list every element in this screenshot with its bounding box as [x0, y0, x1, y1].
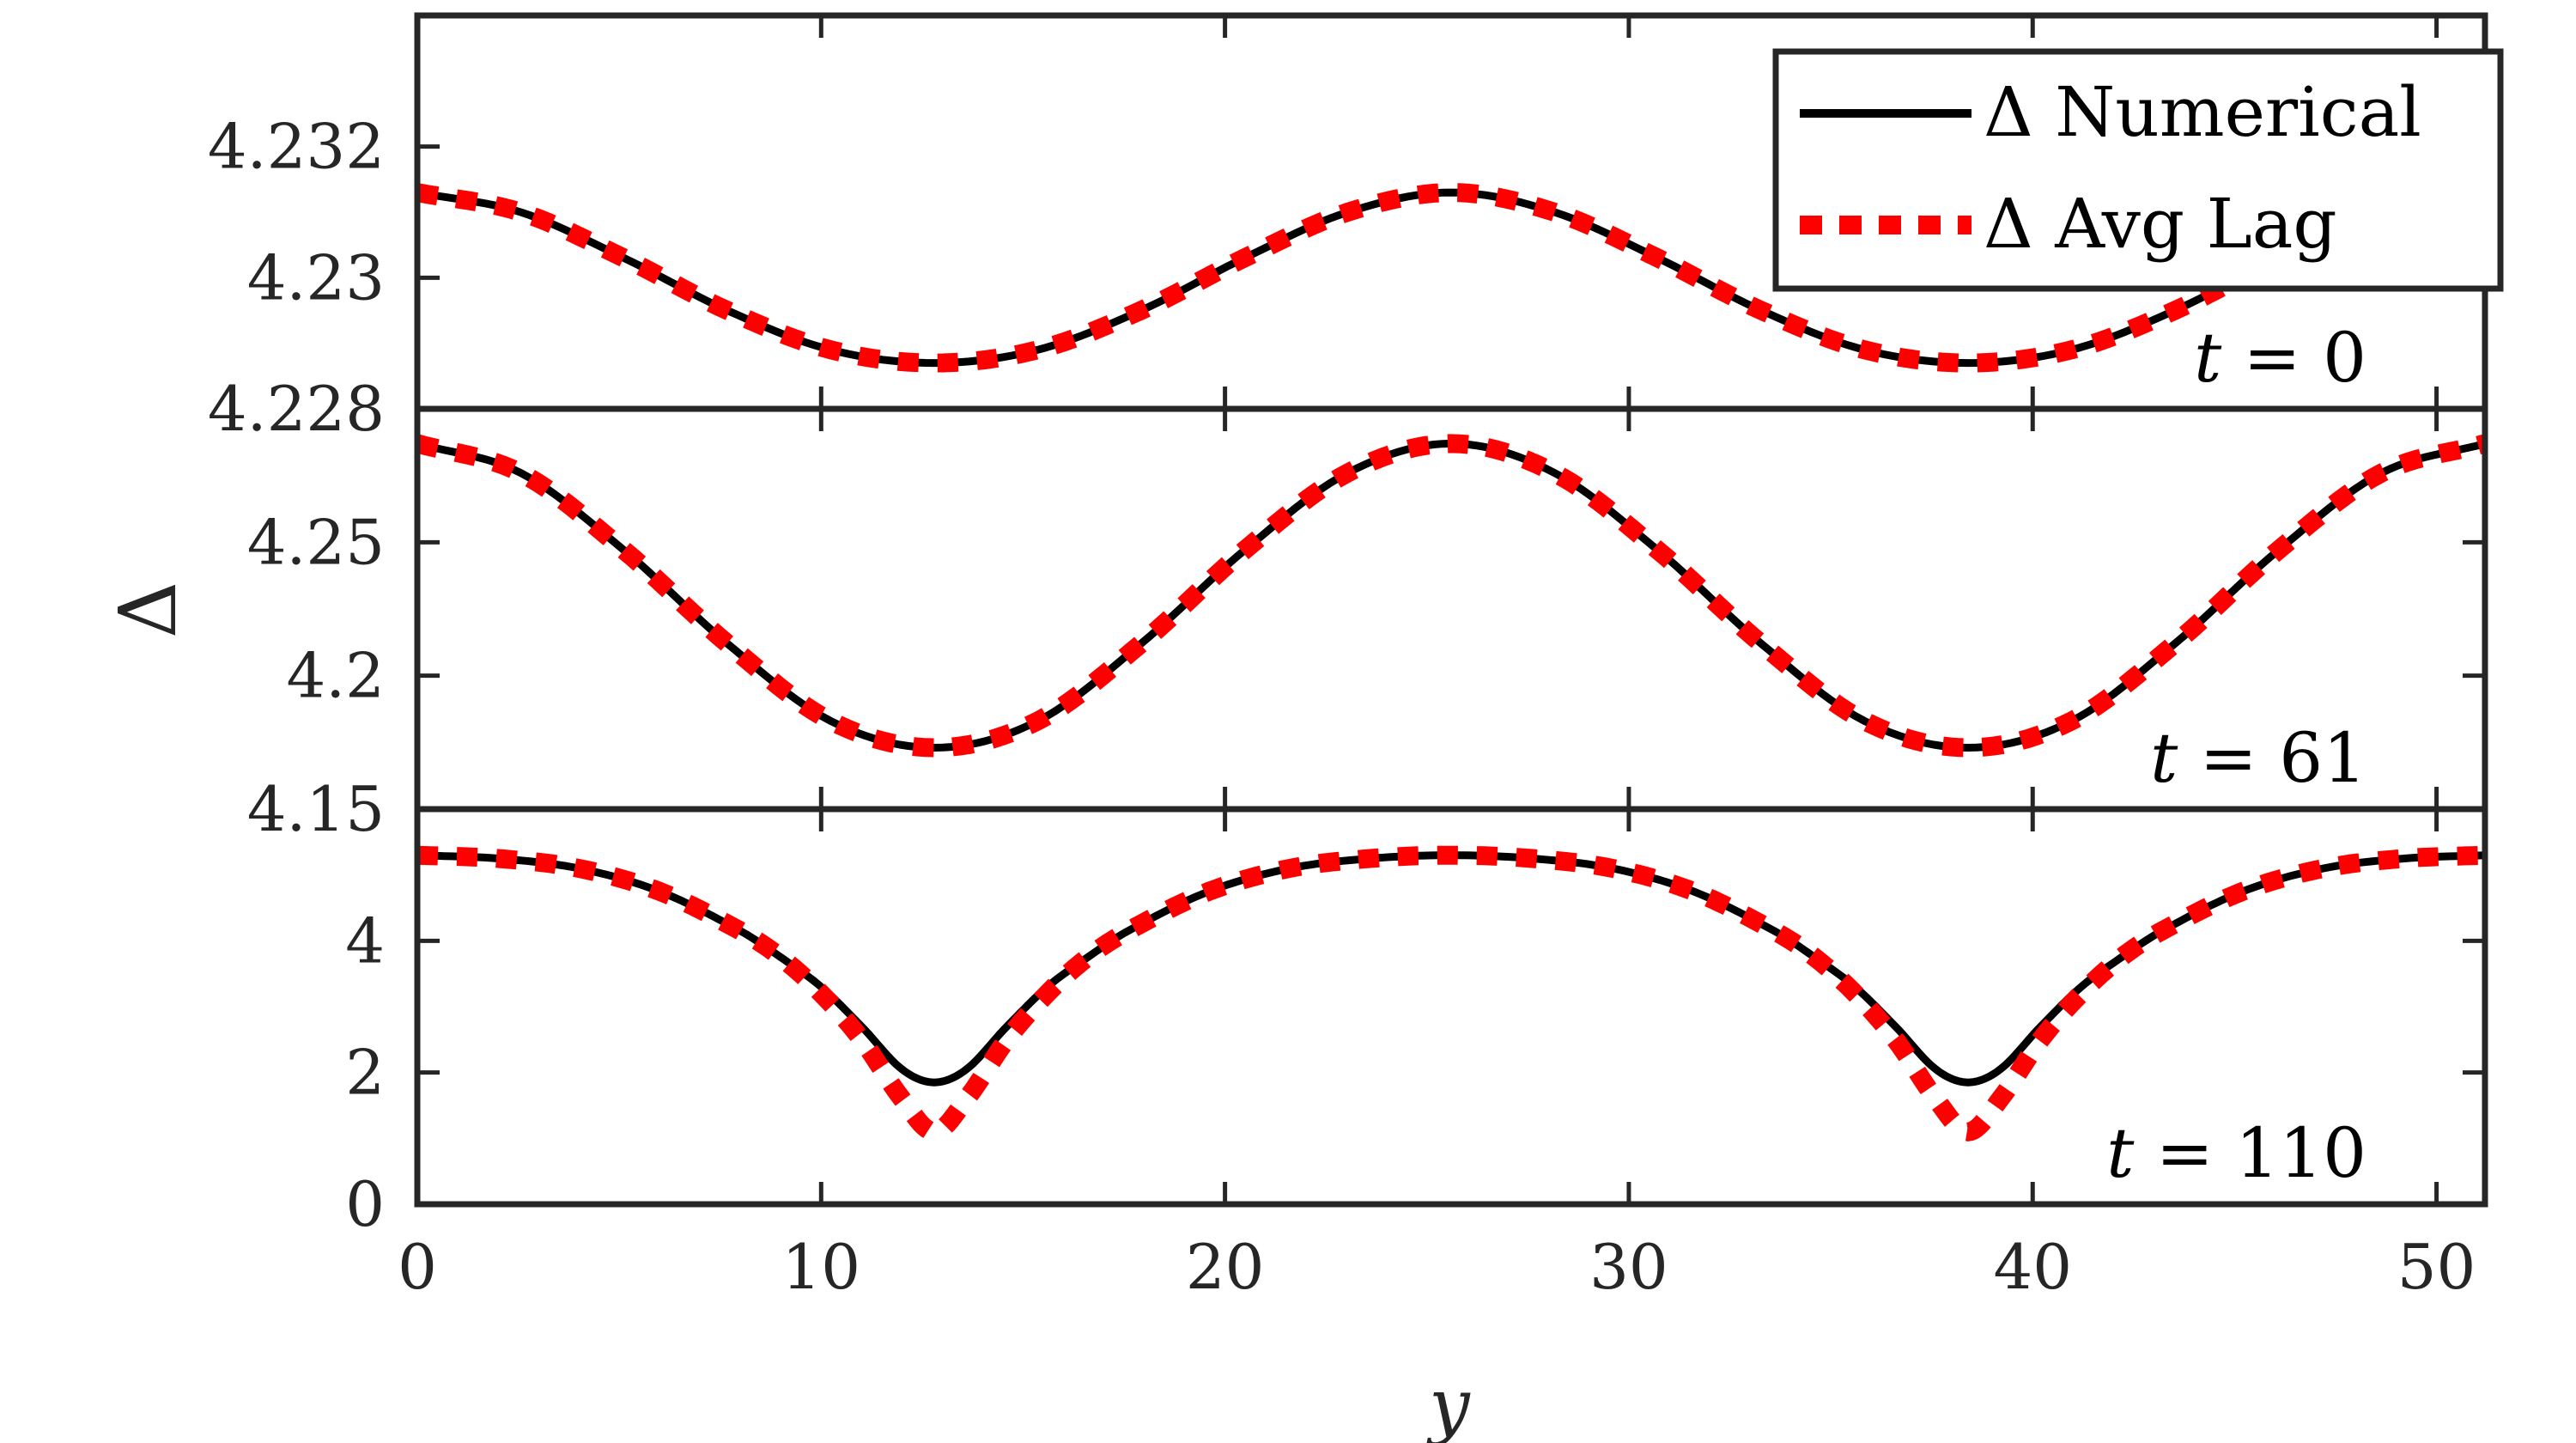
x-tick-label: 20 — [1186, 1231, 1265, 1303]
y-axis-label: Δ — [102, 581, 194, 638]
y-tick-label: 4.15 — [247, 773, 385, 845]
annotation-variable: t — [2106, 1113, 2156, 1193]
x-axis-label: y — [1425, 1363, 1471, 1443]
panel-annotation: t = 110 — [2106, 1113, 2366, 1193]
y-tick-label: 4.25 — [247, 506, 385, 578]
panel-frame — [414, 806, 2488, 1208]
y-tick-label: 2 — [345, 1037, 385, 1109]
panel-annotation: t = 61 — [2150, 718, 2366, 798]
legend-label-avg-lag: Δ Avg Lag — [1984, 184, 2337, 264]
panel-2: 4.15 4.2 4.25 t = 61 — [247, 405, 2488, 845]
annotation-value: = 110 — [2156, 1113, 2366, 1193]
annotation-value: = 61 — [2200, 718, 2366, 798]
x-tick-label: 30 — [1589, 1231, 1668, 1303]
y-tick-label: 4.23 — [247, 241, 385, 314]
annotation-value: = 0 — [2244, 318, 2366, 398]
x-tick-labels: 0 10 20 30 40 50 — [398, 1231, 2476, 1303]
y-tick-label: 0 — [345, 1168, 385, 1240]
subplot-panels: 4.228 4.23 4.232 t = 0 4.15 4.2 4.25 t = 61 0 2 4 t… — [208, 12, 2488, 1303]
x-tick-label: 10 — [782, 1231, 861, 1303]
y-tick-label: 4.232 — [208, 111, 385, 183]
legend: Δ Numerical Δ Avg Lag — [1772, 48, 2504, 292]
x-tick-label: 50 — [2397, 1231, 2476, 1303]
series-avg-lag-line — [415, 434, 2488, 758]
series-avg-lag-line — [416, 845, 2486, 1142]
legend-box — [1772, 48, 2504, 292]
x-tick-label: 40 — [1993, 1231, 2072, 1303]
x-tick-label: 0 — [398, 1231, 437, 1303]
y-tick-label: 4.2 — [286, 640, 385, 712]
panel-3: 0 2 4 t = 110 — [345, 806, 2488, 1240]
legend-label-numerical: Δ Numerical — [1984, 72, 2421, 152]
panel-annotation: t = 0 — [2194, 318, 2366, 398]
y-tick-label: 4.228 — [208, 373, 385, 445]
annotation-variable: t — [2194, 318, 2244, 398]
y-tick-label: 4 — [345, 904, 385, 977]
series-avg-lag-line — [416, 183, 2487, 373]
annotation-variable: t — [2150, 718, 2200, 798]
